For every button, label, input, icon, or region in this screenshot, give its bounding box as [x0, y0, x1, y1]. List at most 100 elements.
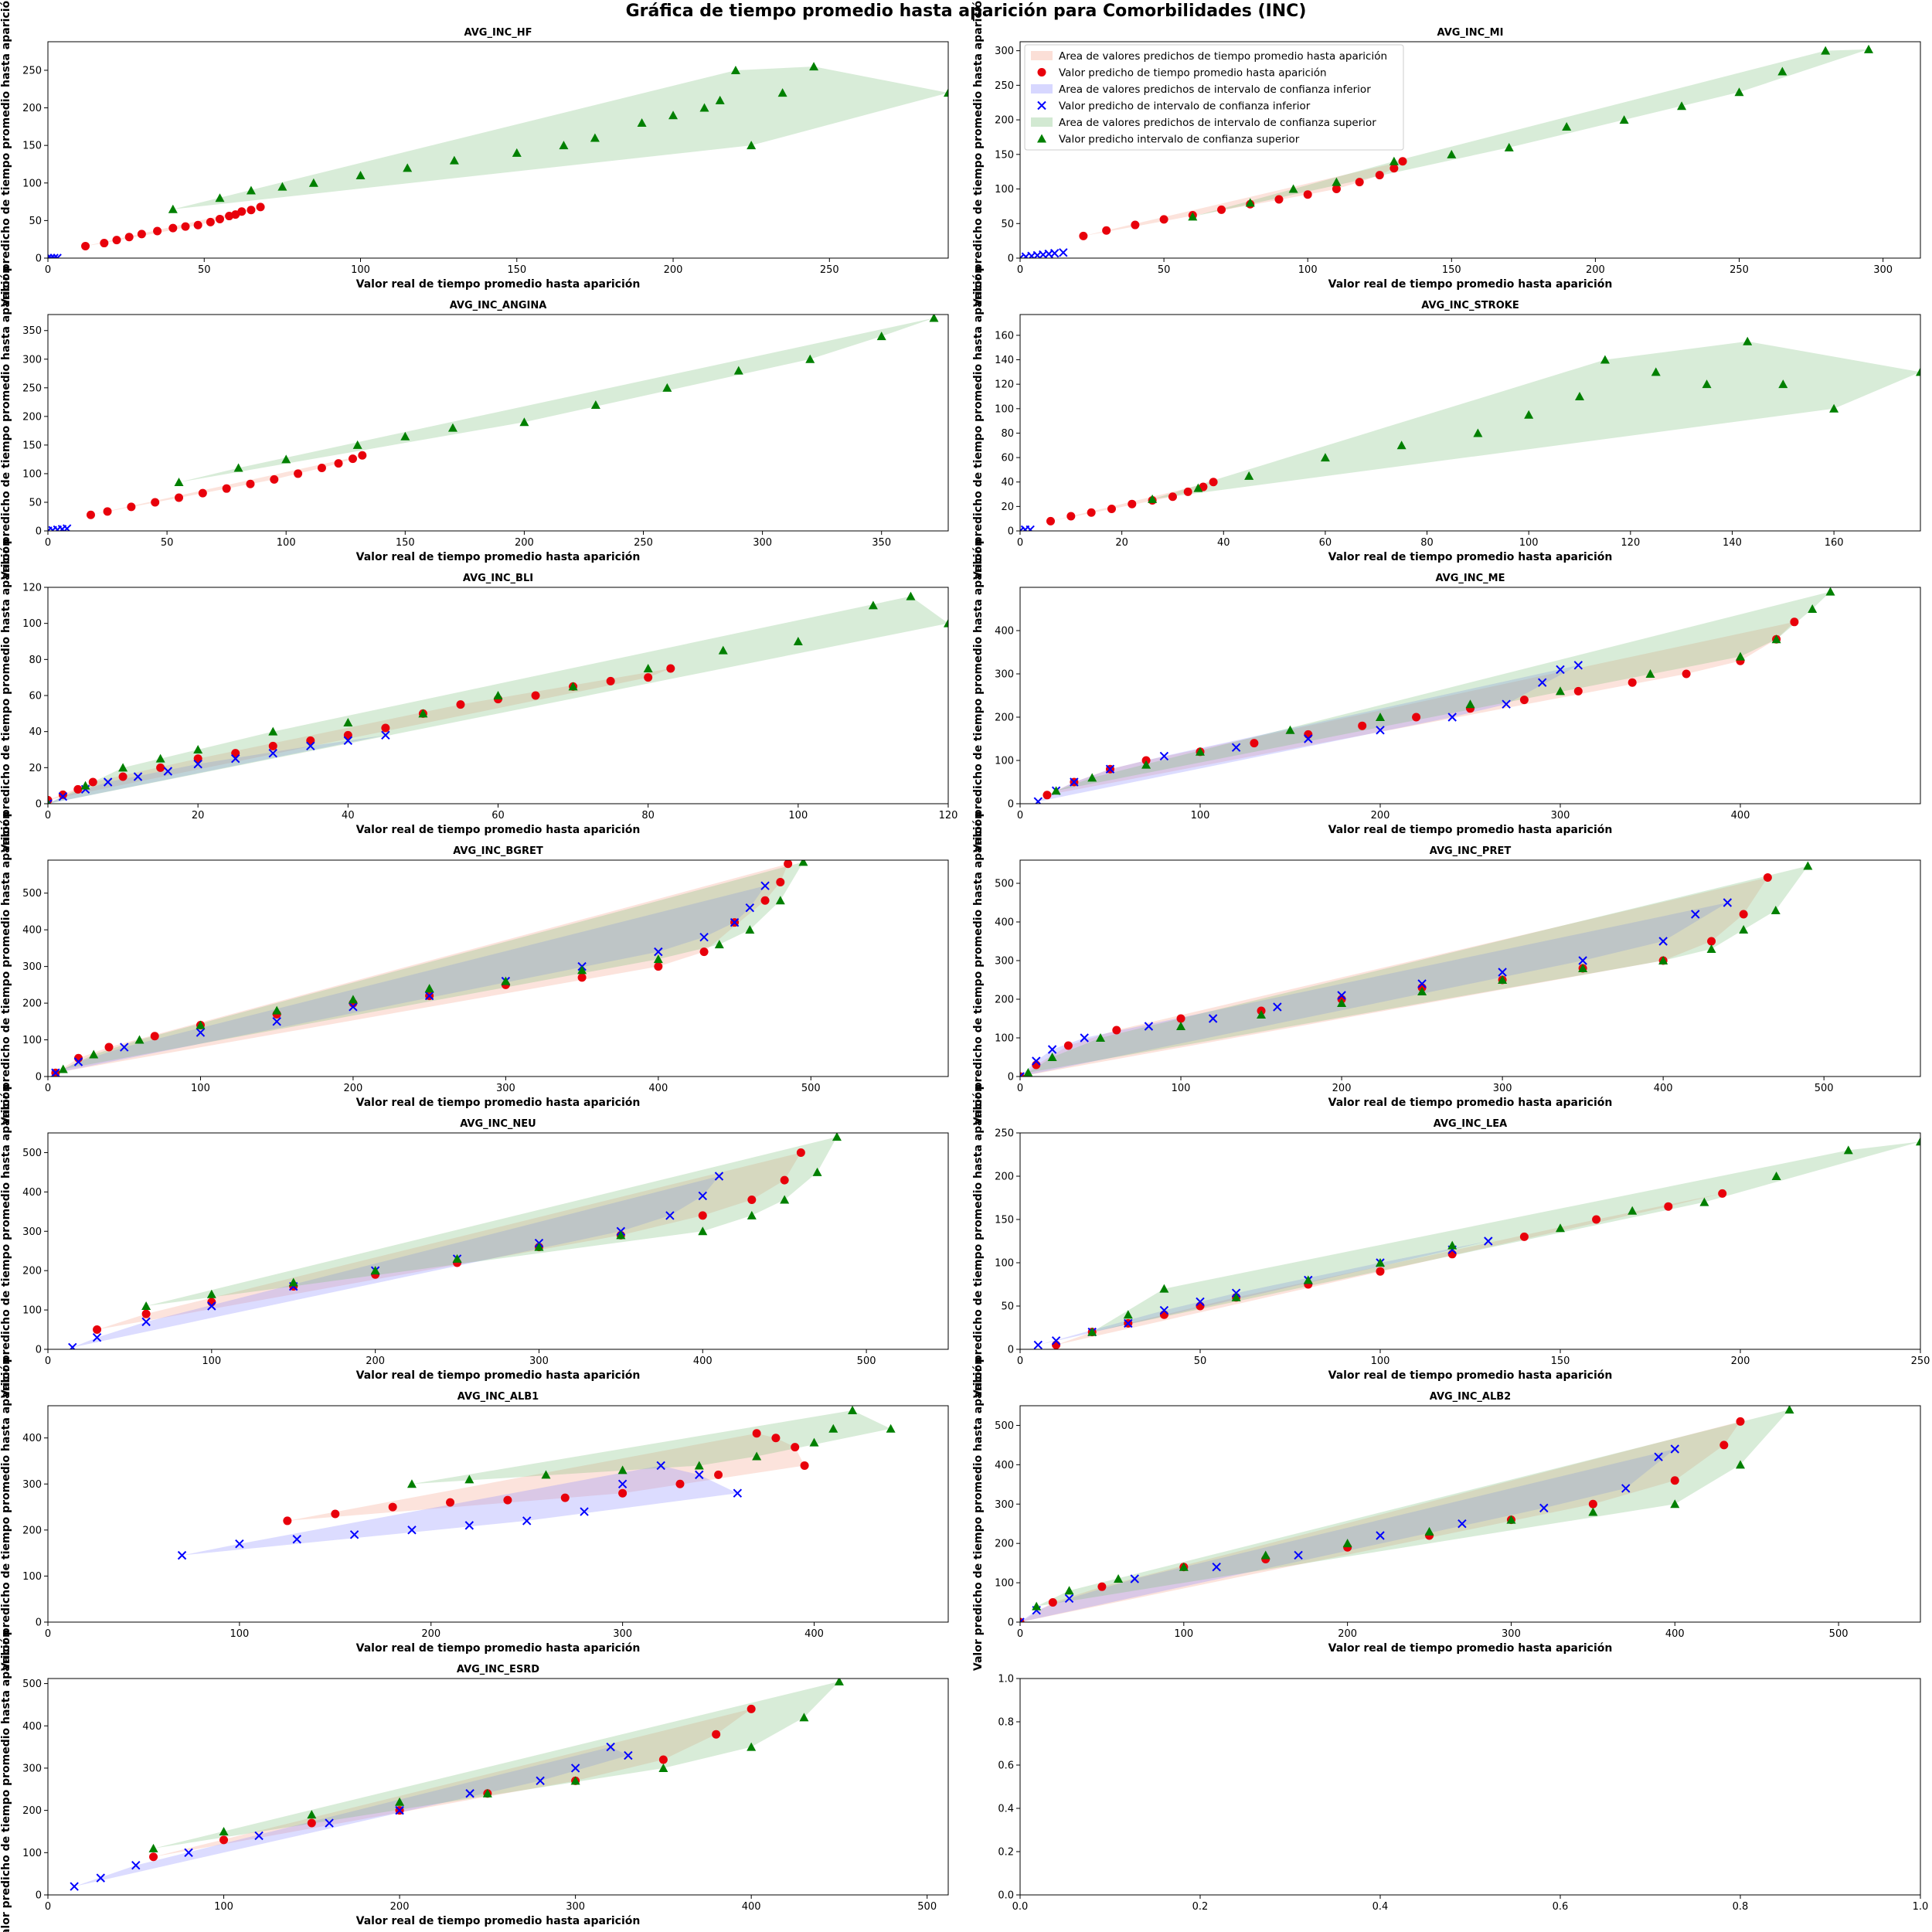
lower-point [133, 772, 143, 781]
upper-point [1417, 987, 1427, 995]
upper-point [747, 141, 757, 150]
y-axis-label: Valor predicho de tiempo promedio hasta … [0, 1630, 12, 1932]
legend-swatch [1031, 51, 1053, 60]
lower-point [1273, 1002, 1282, 1012]
x-axis-label: Valor real de tiempo promedio hasta apar… [356, 1642, 641, 1655]
upper-point [643, 664, 653, 672]
upper-point [219, 1826, 229, 1835]
lower-point [1537, 678, 1547, 687]
upper-point [233, 463, 243, 472]
x-axis-label: Valor real de tiempo promedio hasta apar… [1328, 1642, 1613, 1655]
upper-point [534, 1242, 544, 1251]
x-axis-label: Valor real de tiempo promedio hasta apar… [1328, 1097, 1613, 1109]
plot-frame [1019, 41, 1921, 259]
upper-point [793, 637, 803, 645]
upper-point [403, 163, 413, 172]
lower-point [1020, 526, 1025, 531]
y-tick-label: 200 [995, 115, 1014, 127]
upper-point [1447, 1240, 1458, 1250]
pred-point [1066, 512, 1076, 521]
upper-point [747, 1742, 757, 1751]
upper-point [272, 1005, 282, 1015]
upper-point [541, 1470, 551, 1479]
upper-point [699, 103, 709, 112]
upper-point [780, 1195, 790, 1204]
legend-marker [1037, 100, 1046, 111]
upper-point [886, 1423, 896, 1433]
lower-point [1105, 764, 1115, 774]
upper-area [1152, 341, 1920, 499]
upper-point [1244, 471, 1254, 480]
lower-point [1059, 248, 1068, 257]
x-axis-label: Valor real de tiempo promedio hasta apar… [1328, 278, 1613, 291]
x-tick-label: 100 [202, 1355, 221, 1367]
upper-point [1556, 686, 1565, 696]
upper-point [1843, 1145, 1853, 1155]
upper-point [1739, 925, 1749, 934]
upper-point [1023, 1068, 1033, 1077]
lower-point [1337, 991, 1346, 1000]
y-tick-label: 200 [22, 998, 42, 1010]
lower-point [522, 1516, 532, 1526]
upper-point [148, 1843, 158, 1852]
lower-point [131, 1861, 141, 1870]
upper-point [370, 1266, 380, 1275]
lower-point [665, 1211, 675, 1220]
subplot-avg-inc-esrd: 0 100 200 300 400 500 0 100 200 300 400 500 AVG_INC_… [0, 1630, 949, 1932]
pred-point [1052, 1340, 1061, 1349]
y-tick-label: 20 [1001, 502, 1014, 513]
subplot-avg-inc-alb1: 0 100 200 300 400 0 100 200 300 400 AVG_INC_ALB1 Va… [0, 1357, 949, 1671]
pred-point [1183, 487, 1192, 496]
subplot-avg-inc-me: 0 100 200 300 4000100200300400AVG_INC_MEValo… [972, 539, 1921, 852]
plot-frame [47, 314, 949, 532]
x-tick-label: 200 [664, 264, 683, 276]
x-tick-label: 0 [45, 1083, 51, 1094]
plot-marks [1033, 587, 1835, 804]
pred-point [1739, 910, 1748, 919]
lower-point [48, 253, 56, 258]
x-tick-label: 1.0 [1913, 1901, 1929, 1913]
lower-area [1020, 1449, 1675, 1622]
y-tick-label: 50 [1001, 219, 1014, 230]
pred-point [1588, 1499, 1597, 1509]
y-tick-label: 300 [22, 1226, 42, 1238]
upper-point [1699, 1197, 1709, 1206]
upper-point [193, 745, 203, 753]
pred-point [1250, 739, 1259, 748]
x-tick-label: 0.2 [1192, 1901, 1209, 1913]
y-tick-label: 1.0 [998, 1674, 1014, 1685]
lower-point [1670, 1444, 1679, 1454]
x-axis-label: Valor real de tiempo promedio hasta apar… [1328, 1369, 1613, 1382]
upper-point [1588, 1507, 1598, 1516]
upper-point [1808, 604, 1818, 613]
pred-point [93, 1325, 102, 1335]
pred-point [193, 754, 202, 764]
pred-point [73, 784, 83, 794]
lower-point [1020, 1072, 1025, 1077]
x-tick-label: 400 [693, 1355, 713, 1367]
upper-point [1179, 1562, 1189, 1571]
pred-area [1050, 481, 1214, 522]
pred-point [358, 451, 367, 460]
y-tick-label: 300 [22, 1479, 42, 1491]
pred-point [800, 1461, 809, 1470]
upper-point [730, 65, 740, 74]
pred-area [48, 668, 671, 801]
y-tick-label: 400 [22, 1721, 42, 1733]
upper-point [424, 984, 434, 993]
upper-point [1114, 1574, 1124, 1583]
x-tick-label: 150 [1442, 264, 1461, 276]
x-tick-label: 160 [1825, 537, 1844, 549]
upper-point [1159, 1284, 1169, 1293]
upper-point [155, 753, 165, 763]
pred-point [776, 877, 785, 886]
lower-point [1033, 797, 1043, 804]
upper-area [1092, 1141, 1920, 1332]
y-tick-label: 100 [22, 1305, 42, 1317]
pred-point [1670, 1476, 1679, 1485]
y-tick-label: 400 [22, 1187, 42, 1199]
pred-point [104, 1043, 114, 1052]
x-tick-label: 100 [1174, 1628, 1193, 1640]
pred-point [1046, 516, 1055, 526]
y-tick-label: 150 [22, 440, 42, 451]
